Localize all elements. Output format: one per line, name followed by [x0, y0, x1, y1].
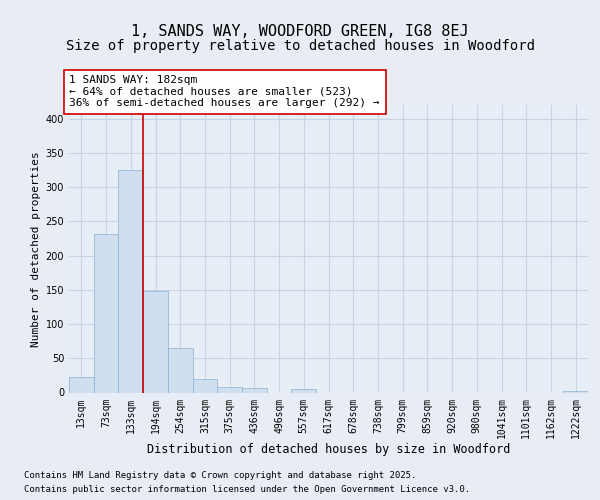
Bar [94, 234, 118, 392]
Text: 1, SANDS WAY, WOODFORD GREEN, IG8 8EJ: 1, SANDS WAY, WOODFORD GREEN, IG8 8EJ [131, 24, 469, 38]
Bar [242, 388, 267, 392]
Bar [168, 348, 193, 393]
Bar [292, 389, 316, 392]
Text: Size of property relative to detached houses in Woodford: Size of property relative to detached ho… [65, 39, 535, 53]
Text: 1 SANDS WAY: 182sqm
← 64% of detached houses are smaller (523)
36% of semi-detac: 1 SANDS WAY: 182sqm ← 64% of detached ho… [70, 75, 380, 108]
Bar [217, 387, 242, 392]
Bar [563, 391, 588, 392]
X-axis label: Distribution of detached houses by size in Woodford: Distribution of detached houses by size … [147, 442, 510, 456]
Text: Contains public sector information licensed under the Open Government Licence v3: Contains public sector information licen… [24, 485, 470, 494]
Bar [118, 170, 143, 392]
Bar [69, 378, 94, 392]
Bar [193, 379, 217, 392]
Text: Contains HM Land Registry data © Crown copyright and database right 2025.: Contains HM Land Registry data © Crown c… [24, 471, 416, 480]
Bar [143, 291, 168, 392]
Y-axis label: Number of detached properties: Number of detached properties [31, 151, 41, 346]
